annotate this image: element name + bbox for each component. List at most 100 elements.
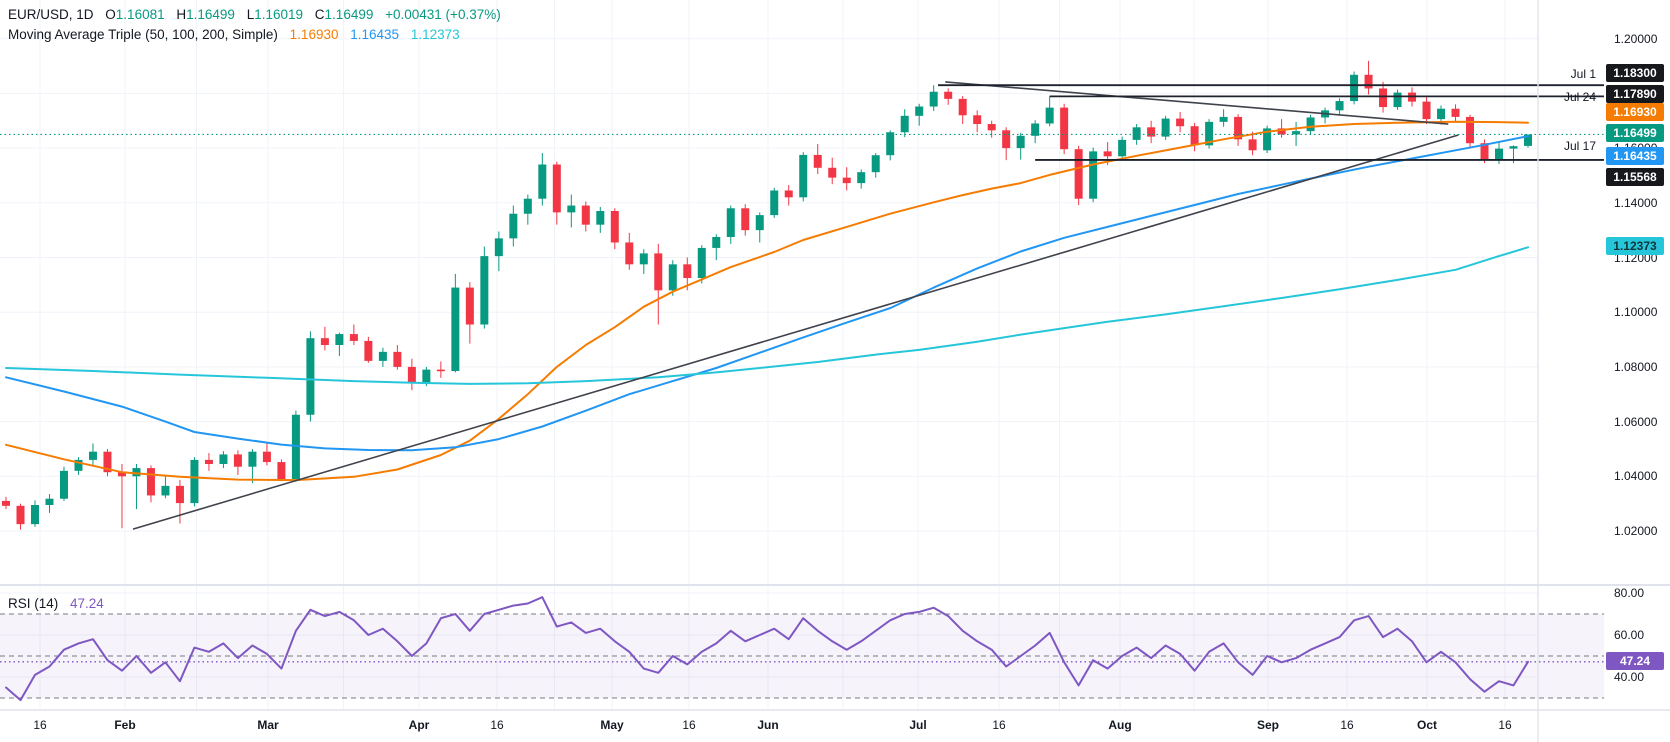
candle [1002,130,1011,149]
candle [1060,107,1069,150]
candle [1103,151,1112,157]
ma-indicator-title: Moving Average Triple (50, 100, 200, Sim… [8,27,278,42]
candle [581,205,590,225]
low-label: L [246,7,255,22]
candle [117,472,126,477]
candle [523,198,532,214]
candle [436,369,445,372]
rsi-legend[interactable]: RSI (14) 47.24 [8,594,104,614]
candle [1016,135,1025,149]
candle [973,115,982,125]
candle [668,264,677,291]
open-label: O [105,7,116,22]
candle [88,451,97,460]
candle [509,213,518,239]
candle [610,211,619,243]
candle [944,91,953,99]
symbol-ohlc-row: EUR/USD, 1D O1.16081 H 1.16499 L1.16019 C… [8,5,501,25]
candle [1277,128,1286,135]
candle [132,468,141,477]
candle [828,167,837,178]
candle [1234,116,1243,140]
candle [1509,146,1518,149]
candle [639,253,648,265]
candle [146,468,155,496]
candle [1248,139,1257,151]
candle [813,154,822,168]
candle [277,462,286,480]
candle [1306,117,1315,132]
candle [16,505,25,525]
candle [1451,108,1460,117]
candle [596,211,605,225]
rsi-title: RSI (14) [8,596,59,611]
candle [741,208,750,231]
trendlines[interactable] [132,81,1459,530]
sma-100-line [5,135,1529,452]
rsi-level-lines [0,613,1604,699]
candle [248,451,257,467]
high-label: H [176,7,187,22]
ma50-value: 1.16930 [289,27,339,42]
candle [871,155,880,173]
candle [842,177,851,184]
candle [422,369,431,383]
candle [1495,148,1504,160]
candle [320,338,329,346]
grid-lines [0,0,1538,710]
candle [45,498,54,506]
candle [480,256,489,325]
change-value: +0.00431 (+0.37%) [385,7,501,22]
candle [1205,121,1214,146]
candle [494,238,503,257]
candle [1437,108,1446,120]
candle [799,154,808,198]
rsi-value: 47.24 [70,596,104,611]
candle [1292,131,1301,135]
candle [407,366,416,383]
low-value: 1.16019 [254,7,304,22]
candle [697,247,706,279]
candle [1379,88,1388,108]
close-value: 1.16499 [324,7,374,22]
candle [726,208,735,237]
candle [262,451,271,463]
candle [1219,116,1228,122]
candle [291,414,300,480]
candle [857,172,866,184]
candle [306,338,315,415]
candle [233,454,242,467]
candle [1132,127,1141,140]
candle [987,124,996,131]
candle [1161,118,1170,137]
candle [1074,149,1083,199]
candle [59,470,68,499]
candle [1480,143,1489,160]
candle [1190,126,1199,146]
candle [784,190,793,198]
candle [1524,134,1532,146]
candle [451,287,460,372]
horizontal-level-lines[interactable] [938,84,1604,161]
candle [1422,101,1431,120]
candle [378,351,387,361]
candlestick-series[interactable] [2,60,1532,530]
ma100-value: 1.16435 [350,27,400,42]
candle [204,459,213,464]
close-label: C [314,7,325,22]
candle [1118,139,1127,157]
candle [1393,92,1402,108]
candle [1045,107,1054,124]
candle [567,205,576,213]
open-value: 1.16081 [115,7,165,22]
ma-indicator-row[interactable]: Moving Average Triple (50, 100, 200, Sim… [8,25,501,45]
candle [364,340,373,361]
candle [625,242,634,265]
symbol-legend[interactable]: EUR/USD, 1D O1.16081 H 1.16499 L1.16019 C… [8,5,501,45]
symbol-title: EUR/USD, 1D [8,7,94,22]
candle [1147,127,1156,137]
candle [161,485,170,496]
